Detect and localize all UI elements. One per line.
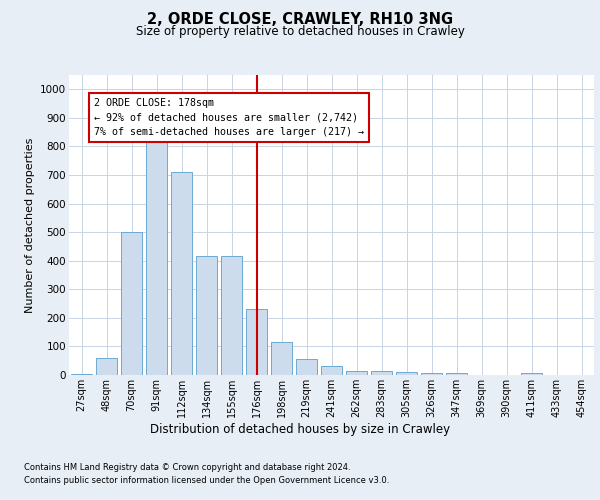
Bar: [271, 342, 292, 375]
Text: Contains HM Land Registry data © Crown copyright and database right 2024.: Contains HM Land Registry data © Crown c…: [24, 462, 350, 471]
Bar: [521, 372, 542, 375]
Bar: [446, 372, 467, 375]
Bar: [371, 372, 392, 375]
Text: Size of property relative to detached houses in Crawley: Size of property relative to detached ho…: [136, 25, 464, 38]
Text: Contains public sector information licensed under the Open Government Licence v3: Contains public sector information licen…: [24, 476, 389, 485]
Bar: [346, 370, 367, 375]
Text: 2, ORDE CLOSE, CRAWLEY, RH10 3NG: 2, ORDE CLOSE, CRAWLEY, RH10 3NG: [147, 12, 453, 28]
Y-axis label: Number of detached properties: Number of detached properties: [25, 138, 35, 312]
Bar: [396, 372, 417, 375]
Bar: [196, 256, 217, 375]
Bar: [421, 372, 442, 375]
Bar: [246, 310, 267, 375]
Bar: [146, 140, 167, 375]
Bar: [171, 172, 192, 375]
Bar: [321, 366, 342, 375]
Text: Distribution of detached houses by size in Crawley: Distribution of detached houses by size …: [150, 422, 450, 436]
Text: 2 ORDE CLOSE: 178sqm
← 92% of detached houses are smaller (2,742)
7% of semi-det: 2 ORDE CLOSE: 178sqm ← 92% of detached h…: [94, 98, 364, 138]
Bar: [96, 358, 117, 375]
Bar: [296, 358, 317, 375]
Bar: [221, 256, 242, 375]
Bar: [71, 374, 92, 375]
Bar: [121, 232, 142, 375]
